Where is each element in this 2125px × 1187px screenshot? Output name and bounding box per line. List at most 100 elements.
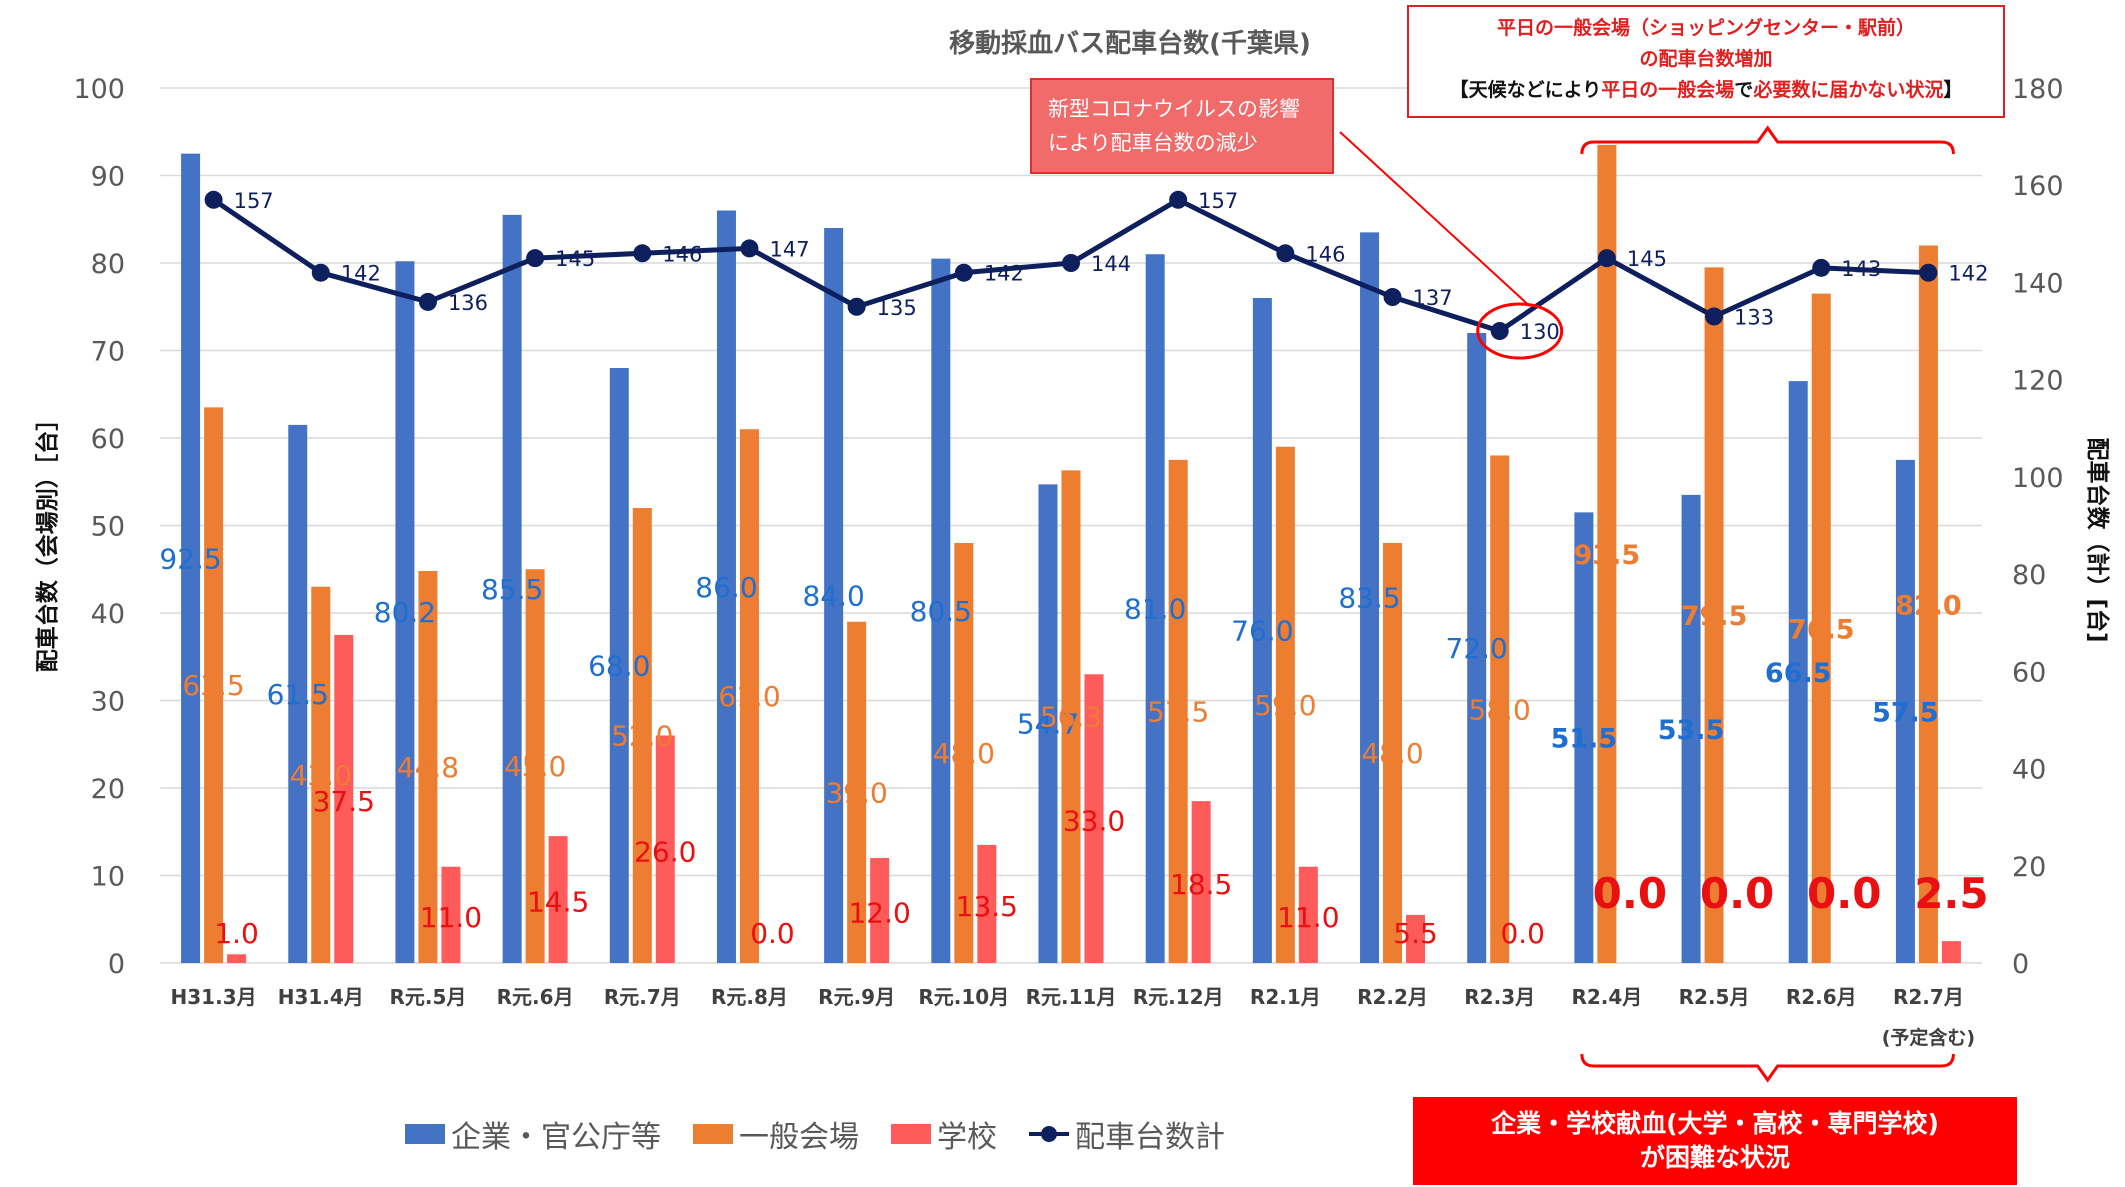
bar-general: [1811, 293, 1831, 963]
callout-leader-line: [1339, 131, 1531, 307]
bar-general: [847, 621, 867, 963]
bar-general: [1168, 459, 1188, 963]
left-tick-label: 30: [91, 687, 125, 718]
bar-corporate: [716, 210, 736, 963]
right-tick-label: 20: [2012, 852, 2046, 883]
covid-callout-line2: により配車台数の減少: [1048, 131, 1258, 155]
total-value-label: 157: [234, 189, 274, 213]
left-tick-label: 40: [91, 599, 125, 630]
general-callout-line3e: 】: [1943, 79, 1963, 101]
right-tick-label: 40: [2012, 755, 2046, 786]
x-tick-label: R2.1月: [1250, 985, 1321, 1009]
right-tick-label: 140: [2012, 268, 2064, 299]
total-value-label: 135: [877, 296, 917, 320]
bar-value-label: 2.5: [1914, 869, 1988, 918]
general-callout-line3a: 【天候などにより: [1449, 79, 1602, 101]
bar-corporate: [1681, 494, 1701, 963]
bar-value-label: 11.0: [420, 901, 482, 934]
total-point: [954, 263, 973, 282]
left-tick-label: 20: [91, 774, 125, 805]
legend-swatch-general: [693, 1124, 733, 1144]
bar-value-label: 72.0: [1446, 632, 1508, 665]
bar-value-label: 0.0: [1500, 917, 1545, 950]
general-callout-line3b: 平日の一般会場: [1601, 79, 1735, 101]
general-callout-line3d: 必要数に届かない状況: [1753, 79, 1944, 101]
bar-value-label: 0.0: [1807, 869, 1881, 918]
covid-callout-line1: 新型コロナウイルスの影響: [1048, 97, 1300, 121]
right-tick-label: 160: [2012, 171, 2064, 202]
bar-value-label: 14.5: [527, 886, 589, 919]
x-tick-label: R2.2月: [1357, 985, 1428, 1009]
bar-value-label: 11.0: [1277, 901, 1339, 934]
bar-value-label: 51.5: [1551, 724, 1618, 755]
total-point: [1062, 254, 1080, 272]
bottom-bracket: [1580, 1053, 1955, 1083]
bar-general: [954, 543, 974, 963]
bar-general: [632, 508, 652, 963]
total-point: [418, 292, 437, 311]
bar-value-label: 18.5: [1170, 868, 1232, 901]
legend-item-general: 一般会場: [693, 1112, 859, 1156]
bar-value-label: 26.0: [634, 835, 696, 868]
bar-value-label: 48.0: [933, 737, 995, 770]
total-point: [1383, 288, 1402, 307]
bar-value-label: 68.0: [588, 650, 650, 683]
total-value-label: 145: [555, 247, 595, 271]
bar-corporate: [1788, 381, 1808, 963]
legend-label-total: 配車台数計: [1075, 1120, 1225, 1155]
total-value-label: 133: [1734, 305, 1774, 329]
right-tick-label: 0: [2012, 949, 2029, 980]
bar-value-label: 63.5: [182, 669, 244, 702]
x-tick-label: H31.4月: [278, 985, 364, 1009]
bar-general: [1918, 245, 1938, 963]
bar-value-label: 43.0: [290, 759, 352, 792]
bar-corporate: [1145, 254, 1165, 963]
x-tick-label: R元.8月: [711, 985, 788, 1009]
general-callout-line1: 平日の一般会場（ショッピングセンター・駅前）: [1496, 17, 1915, 39]
bar-corporate: [1038, 484, 1058, 963]
bar-value-label: 83.5: [1338, 582, 1400, 615]
school-callout-line2: が困難な状況: [1639, 1143, 1790, 1172]
total-point: [740, 239, 759, 258]
bar-school: [1941, 941, 1961, 963]
total-point: [526, 249, 545, 268]
bar-school: [1406, 914, 1426, 963]
bar-corporate: [931, 258, 951, 963]
bar-value-label: 59.0: [1254, 689, 1316, 722]
bar-value-label: 58.0: [1469, 693, 1531, 726]
bar-school: [227, 954, 247, 963]
x-tick-label: R2.5月: [1679, 985, 1750, 1009]
bar-value-label: 48.0: [1361, 737, 1423, 770]
bar-value-label: 61.0: [718, 680, 780, 713]
general-venue-callout: 平日の一般会場（ショッピングセンター・駅前） の配車台数増加 【天候などにより平…: [1407, 5, 2005, 118]
total-point: [1276, 244, 1295, 263]
total-point: [1812, 258, 1831, 277]
bar-value-label: 79.5: [1681, 601, 1748, 632]
left-tick-label: 60: [91, 424, 125, 455]
bar-corporate: [1252, 298, 1272, 963]
right-tick-label: 180: [2012, 74, 2064, 105]
bar-general: [1275, 446, 1295, 963]
total-value-label: 147: [769, 237, 809, 261]
bar-value-label: 57.5: [1872, 697, 1939, 728]
bar-corporate: [395, 261, 415, 963]
bar-school: [977, 844, 997, 963]
total-value-label: 137: [1413, 286, 1453, 310]
school-difficulty-callout: 企業・学校献血(大学・高校・専門学校) が困難な状況: [1413, 1097, 2017, 1185]
total-point: [1169, 190, 1188, 209]
bar-general: [525, 569, 545, 963]
bar-value-label: 1.0: [214, 917, 259, 950]
bar-value-label: 66.5: [1765, 658, 1832, 689]
bar-value-label: 76.5: [1788, 614, 1855, 645]
legend-label-corporate: 企業・官公庁等: [451, 1120, 661, 1155]
legend-label-school: 学校: [937, 1120, 997, 1155]
bar-value-label: 86.0: [695, 571, 757, 604]
right-tick-label: 100: [2012, 463, 2064, 494]
bar-general: [311, 586, 331, 963]
bar-value-label: 85.5: [481, 573, 543, 606]
bar-value-label: 12.0: [848, 897, 910, 930]
bar-value-label: 52.0: [611, 720, 673, 753]
total-value-label: 144: [1091, 252, 1131, 276]
bar-value-label: 82.0: [1895, 590, 1962, 621]
